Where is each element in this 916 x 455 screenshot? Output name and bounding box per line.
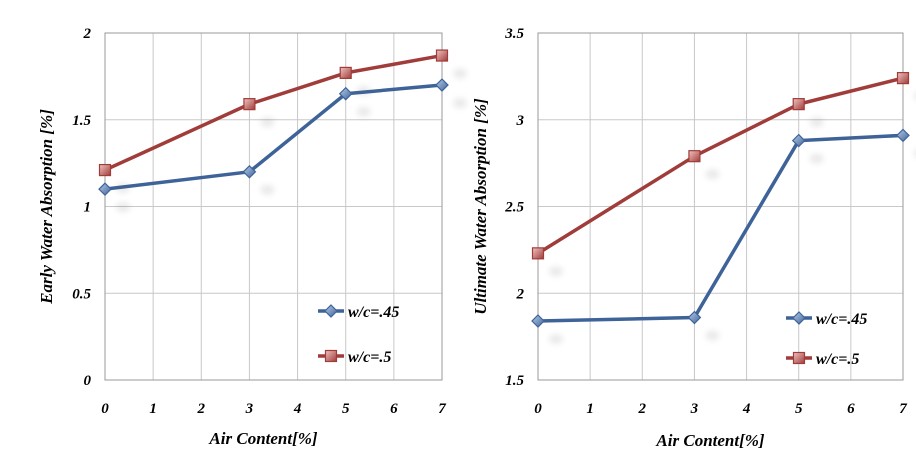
x-tick-label: 3 [690,401,699,417]
y-tick-label: 2.5 [504,200,524,216]
ultimate-absorption-chart: 0 1 2 3 4 5 6 7 1.5 2 2.5 3 3.5 Air Content[%] Ultimat… [471,26,916,450]
marker-shadow [453,98,467,109]
marker-shadow [809,117,824,128]
series-line [104,53,443,172]
x-tick-label: 4 [742,401,751,417]
legend-label: w/c=.45 [348,304,399,321]
marker-shadows [549,92,916,277]
legend-marker [324,349,338,363]
legend-entry: w/c=.45 [786,311,867,328]
y-tick-label: 2 [83,26,92,42]
y-tick-label: 2 [516,286,525,302]
legend-marker [792,311,806,325]
x-tick-label: 1 [586,401,594,417]
y-tick-label: 1.5 [505,373,524,389]
legend-label: w/c=.5 [816,351,859,368]
x-tick-label: 3 [245,401,254,417]
x-axis-title: Air Content[%] [208,429,317,448]
data-point-marker [242,164,257,179]
data-point-marker [435,78,449,92]
y-axis-title: Early Water Absorption [%] [37,109,56,305]
y-tick-label: 3.5 [504,26,524,42]
data-point-marker [896,128,910,143]
x-tick-label: 1 [149,401,157,417]
marker-shadow [260,184,275,195]
data-point-marker [688,150,701,163]
marker-shadow [705,330,720,341]
marker-shadow [356,106,371,117]
plot-frame [104,32,443,381]
marker-shadow [260,117,275,128]
data-point-marker [791,133,806,148]
data-point-marker [896,72,910,85]
legend-entry: w/c=.45 [318,304,399,321]
x-tick-label: 5 [342,401,350,417]
series-wc-045 [531,128,916,345]
data-point-marker [243,98,256,111]
data-point-marker [531,247,545,260]
marker-shadow [705,169,720,180]
plot-frame [537,32,904,381]
data-point-marker [338,86,353,101]
y-tick-label: 1.5 [72,113,91,129]
legend-marker [324,304,338,318]
series-line [104,83,443,191]
marker-shadow [549,334,563,345]
legend-label: w/c=.45 [816,311,867,328]
data-point-marker [98,163,112,177]
x-tick-label: 5 [795,401,803,417]
marker-shadows [116,68,467,194]
legend-entry: w/c=.5 [786,351,859,368]
marker-shadow [809,153,824,164]
series-wc-05 [531,72,916,277]
marker-shadow [116,183,130,194]
marker-shadows [116,98,467,213]
data-point-marker [339,66,352,80]
marker-shadow [356,85,371,96]
data-point-marker [435,49,449,62]
y-axis-title: Ultimate Water Absorption [%] [471,98,490,315]
x-tick-label: 6 [847,401,855,417]
series-line [537,76,904,255]
series-wc-05 [98,49,467,194]
y-tick-label: 0 [84,373,92,389]
x-axis-title: Air Content[%] [655,431,764,450]
data-point-marker [98,182,112,196]
data-point-marker [531,314,545,328]
x-tick-label: 4 [293,401,302,417]
x-tick-label: 2 [197,401,206,417]
legend-label: w/c=.5 [348,349,391,366]
x-tick-label: 7 [899,401,907,417]
x-tick-label: 6 [390,401,398,417]
x-tick-label: 7 [438,401,446,417]
data-point-marker [792,98,805,111]
gridlines [104,32,443,381]
data-point-marker [687,310,702,325]
y-tick-label: 0.5 [72,286,91,302]
y-tick-label: 1 [84,200,92,216]
marker-shadow [116,202,130,213]
marker-shadow [549,266,563,277]
y-tick-label: 3 [516,113,525,129]
series-line [537,133,904,323]
marker-shadow [453,68,467,79]
series-wc-045 [98,78,467,213]
legend-entry: w/c=.5 [318,349,391,366]
legend-marker [792,351,806,365]
marker-shadows [549,149,916,345]
x-tick-label: 0 [101,401,109,417]
x-tick-label: 2 [638,401,647,417]
x-tick-label: 0 [534,401,542,417]
